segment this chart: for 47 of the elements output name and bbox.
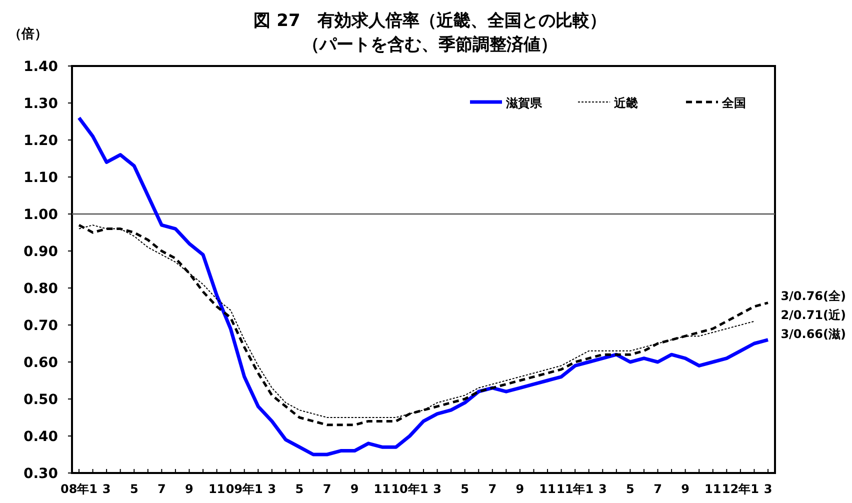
y-tick-label: 1.30: [23, 96, 58, 112]
x-tick-label: 9: [350, 482, 359, 496]
x-tick-label: 12年1: [722, 482, 759, 496]
y-tick-label: 0.80: [23, 281, 58, 297]
x-tick-label: 11年1: [556, 482, 594, 496]
x-tick-label: 11: [374, 482, 391, 496]
x-tick-label: 11: [208, 482, 226, 496]
x-tick-label: 09年1: [226, 482, 263, 496]
x-tick-label: 11: [539, 482, 556, 496]
x-tick-label: 5: [295, 482, 304, 496]
x-tick-label: 3: [268, 482, 276, 496]
text: 2/0.71(近): [780, 308, 846, 322]
legend-label: 全国: [721, 96, 746, 110]
x-tick-label: 10年1: [391, 482, 428, 496]
y-axis-title: （倍）: [8, 26, 48, 42]
y-tick-label: 0.40: [23, 429, 58, 445]
x-tick-label: 5: [130, 482, 138, 496]
y-tick-label: 0.30: [23, 466, 58, 482]
x-tick-label: 3: [598, 482, 607, 496]
x-tick-label: 08年1: [60, 482, 98, 496]
chart-title: 図 27 有効求人倍率（近畿、全国との比較）: [254, 11, 606, 31]
chart-subtitle: （パートを含む、季節調整済値）: [302, 35, 558, 55]
x-tick-label: 3: [102, 482, 111, 496]
x-tick-label: 3: [433, 482, 442, 496]
x-tick-label: 11: [704, 482, 722, 496]
y-tick-label: 1.20: [23, 133, 58, 149]
x-tick-label: 3: [764, 482, 772, 496]
x-tick-label: 5: [626, 482, 634, 496]
x-tick-label: 7: [322, 482, 332, 496]
x-tick-label: 7: [158, 482, 166, 496]
y-tick-label: 0.50: [23, 392, 58, 408]
y-tick-label: 0.90: [23, 244, 58, 260]
x-tick-label: 7: [488, 482, 497, 496]
x-tick-label: 5: [460, 482, 470, 496]
x-tick-label: 9: [681, 482, 690, 496]
y-tick-label: 0.70: [23, 318, 58, 334]
text: 3/0.76(全): [780, 289, 846, 303]
y-tick-label: 1.40: [23, 59, 58, 75]
y-tick-label: 1.00: [23, 207, 58, 223]
x-tick-label: 9: [516, 482, 524, 496]
legend-label: 近畿: [613, 96, 638, 110]
text: 3/0.66(滋): [780, 327, 846, 341]
y-tick-label: 1.10: [23, 170, 58, 186]
legend-label: 滋賀県: [505, 96, 543, 110]
y-tick-label: 0.60: [23, 355, 58, 371]
x-tick-label: 9: [185, 482, 194, 496]
x-tick-label: 7: [654, 482, 662, 496]
